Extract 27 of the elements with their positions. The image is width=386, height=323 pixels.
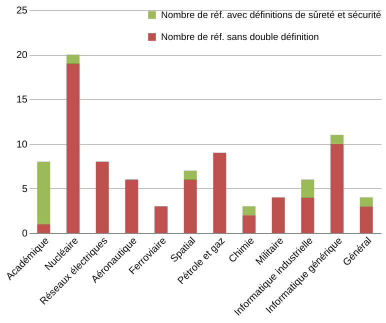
legend-label: Nombre de réf. avec définitions de sûreté et sécurité (161, 10, 382, 21)
y-tick-label: 25 (16, 6, 28, 16)
bar (96, 162, 109, 233)
y-tick-label: 0 (22, 228, 28, 240)
bar (330, 134, 344, 144)
bar (66, 54, 80, 64)
bar (66, 64, 80, 233)
bar (37, 162, 50, 224)
bar (272, 197, 285, 233)
legend-label: Nombre de réf. sans double définition (161, 32, 319, 43)
bar (360, 206, 373, 233)
bar (184, 170, 197, 180)
y-tick-label: 15 (16, 94, 28, 106)
bar (125, 179, 138, 233)
bar (184, 179, 197, 233)
bar (37, 224, 50, 233)
bar (154, 206, 168, 233)
bar (301, 179, 314, 198)
bar (330, 144, 344, 233)
y-tick-label: 5 (22, 184, 28, 195)
y-tick-label: 10 (16, 139, 28, 150)
y-tick-label: 20 (16, 50, 28, 62)
bar (242, 206, 256, 216)
bar (242, 215, 256, 233)
bar (213, 152, 226, 233)
bar (301, 197, 314, 233)
bar (360, 197, 373, 206)
